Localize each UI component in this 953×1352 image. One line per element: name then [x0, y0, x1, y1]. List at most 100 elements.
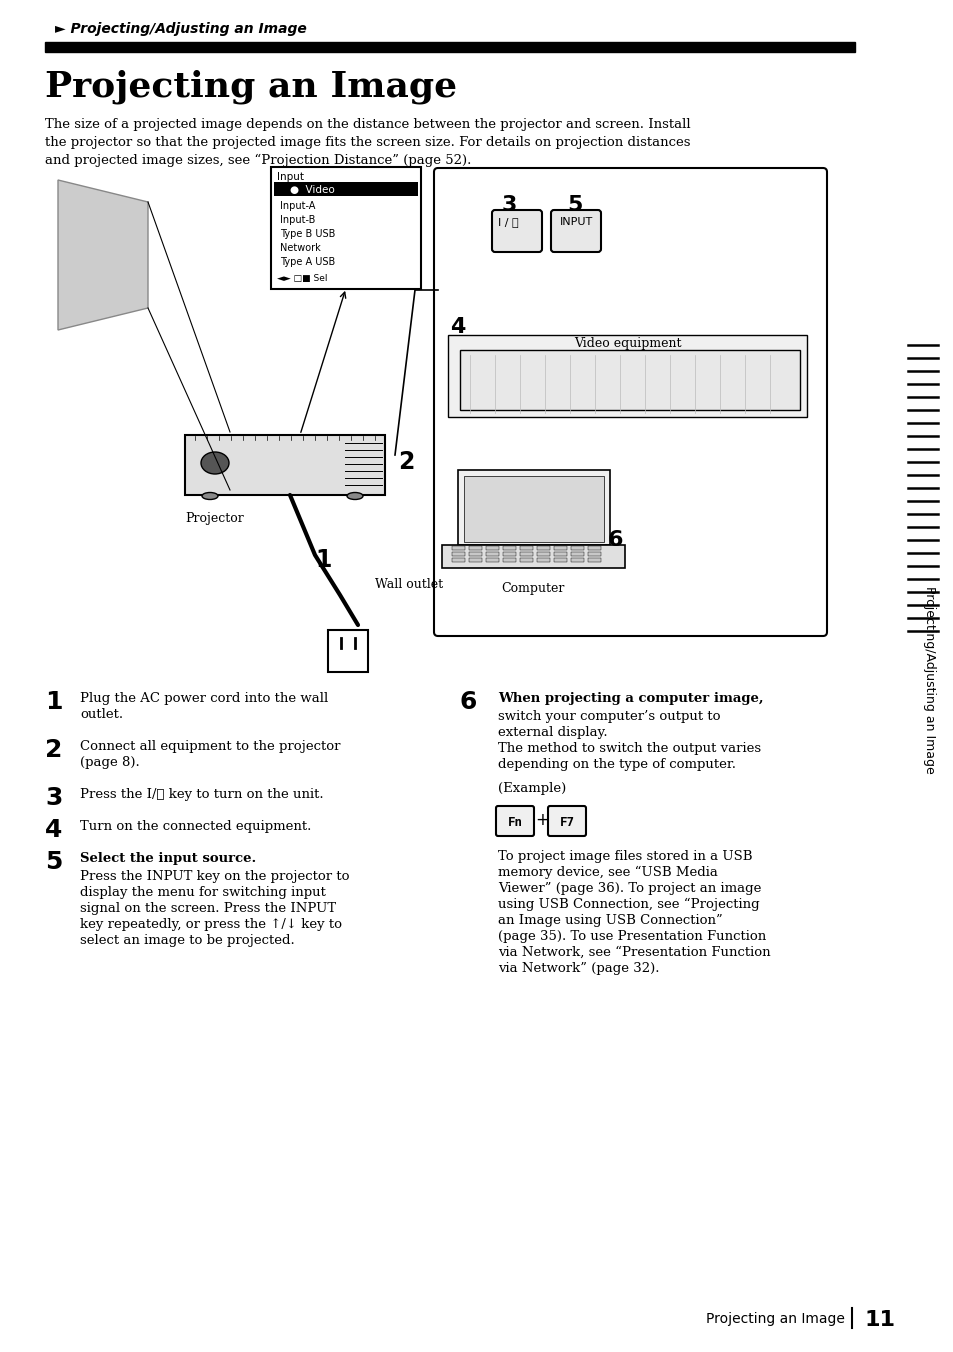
Text: using USB Connection, see “Projecting: using USB Connection, see “Projecting — [497, 898, 759, 911]
Bar — [502, 558, 516, 562]
Text: Computer: Computer — [500, 581, 564, 595]
Text: F7: F7 — [558, 817, 574, 829]
Text: 6: 6 — [607, 530, 623, 550]
Bar — [485, 558, 498, 562]
Text: Type B USB: Type B USB — [280, 228, 335, 239]
Bar — [554, 558, 566, 562]
Text: ◄► □■ Sel: ◄► □■ Sel — [276, 274, 327, 283]
Bar — [502, 552, 516, 556]
Text: via Network” (page 32).: via Network” (page 32). — [497, 963, 659, 975]
Text: Select the input source.: Select the input source. — [80, 852, 256, 865]
Bar — [519, 552, 533, 556]
FancyBboxPatch shape — [492, 210, 541, 251]
Text: Input-A: Input-A — [280, 201, 315, 211]
Text: 5: 5 — [45, 850, 62, 873]
Circle shape — [471, 370, 489, 389]
Bar — [554, 546, 566, 550]
Text: Projector: Projector — [185, 512, 244, 525]
Bar — [463, 476, 603, 542]
Bar — [587, 558, 600, 562]
Text: The size of a projected image depends on the distance between the projector and : The size of a projected image depends on… — [45, 118, 690, 168]
FancyBboxPatch shape — [547, 806, 585, 836]
Text: ► Projecting/Adjusting an Image: ► Projecting/Adjusting an Image — [55, 22, 307, 37]
Text: Projecting an Image: Projecting an Image — [705, 1311, 844, 1326]
Text: outlet.: outlet. — [80, 708, 123, 721]
Bar — [452, 546, 464, 550]
Text: INPUT: INPUT — [559, 218, 593, 227]
Polygon shape — [185, 435, 385, 495]
Bar — [485, 552, 498, 556]
Text: +: + — [535, 811, 548, 829]
Text: Projecting an Image: Projecting an Image — [45, 70, 456, 104]
Bar — [587, 552, 600, 556]
Text: 4: 4 — [45, 818, 62, 842]
Bar — [537, 552, 550, 556]
Text: (page 35). To use Presentation Function: (page 35). To use Presentation Function — [497, 930, 765, 942]
Text: memory device, see “USB Media: memory device, see “USB Media — [497, 867, 717, 879]
FancyBboxPatch shape — [496, 806, 534, 836]
Text: Press the I/⏻ key to turn on the unit.: Press the I/⏻ key to turn on the unit. — [80, 788, 323, 800]
Text: 6: 6 — [459, 690, 476, 714]
Text: Turn on the connected equipment.: Turn on the connected equipment. — [80, 821, 311, 833]
Bar — [459, 350, 800, 410]
FancyBboxPatch shape — [328, 630, 368, 672]
Polygon shape — [457, 470, 609, 545]
Text: select an image to be projected.: select an image to be projected. — [80, 934, 294, 946]
Text: Type A USB: Type A USB — [280, 257, 335, 266]
Bar — [469, 558, 481, 562]
Bar — [537, 558, 550, 562]
Bar — [502, 546, 516, 550]
Text: (page 8).: (page 8). — [80, 756, 139, 769]
Text: 2: 2 — [45, 738, 62, 763]
Bar — [554, 552, 566, 556]
Ellipse shape — [201, 452, 229, 475]
Text: external display.: external display. — [497, 726, 607, 740]
Text: Input: Input — [276, 172, 304, 183]
Text: Fn: Fn — [507, 817, 522, 829]
Bar — [485, 546, 498, 550]
Ellipse shape — [202, 492, 218, 499]
Text: Input-B: Input-B — [280, 215, 315, 224]
Text: ●  Video: ● Video — [290, 185, 335, 195]
Text: (Example): (Example) — [497, 781, 566, 795]
Text: 1: 1 — [314, 548, 331, 572]
Bar — [571, 546, 583, 550]
Text: Plug the AC power cord into the wall: Plug the AC power cord into the wall — [80, 692, 328, 704]
Polygon shape — [58, 180, 148, 330]
FancyBboxPatch shape — [551, 210, 600, 251]
Bar — [571, 552, 583, 556]
Circle shape — [531, 370, 548, 389]
Bar — [469, 552, 481, 556]
Text: Projecting/Adjusting an Image: Projecting/Adjusting an Image — [923, 587, 936, 773]
Text: When projecting a computer image,: When projecting a computer image, — [497, 692, 762, 704]
Text: To project image files stored in a USB: To project image files stored in a USB — [497, 850, 752, 863]
Text: Press the INPUT key on the projector to: Press the INPUT key on the projector to — [80, 869, 349, 883]
Text: 3: 3 — [501, 195, 517, 215]
Bar — [469, 546, 481, 550]
Text: depending on the type of computer.: depending on the type of computer. — [497, 758, 735, 771]
Text: 3: 3 — [45, 786, 62, 810]
Bar — [452, 552, 464, 556]
Bar — [519, 558, 533, 562]
Bar — [274, 183, 417, 196]
Text: 11: 11 — [864, 1310, 895, 1330]
Bar — [452, 558, 464, 562]
FancyBboxPatch shape — [448, 335, 806, 416]
Text: I / ⏻: I / ⏻ — [497, 218, 518, 227]
Bar — [571, 558, 583, 562]
Text: an Image using USB Connection”: an Image using USB Connection” — [497, 914, 722, 927]
Text: key repeatedly, or press the ↑/↓ key to: key repeatedly, or press the ↑/↓ key to — [80, 918, 341, 932]
Polygon shape — [441, 545, 624, 568]
FancyBboxPatch shape — [434, 168, 826, 635]
Text: display the menu for switching input: display the menu for switching input — [80, 886, 326, 899]
FancyBboxPatch shape — [271, 168, 420, 289]
Bar — [537, 546, 550, 550]
Text: Connect all equipment to the projector: Connect all equipment to the projector — [80, 740, 340, 753]
Bar — [45, 42, 854, 51]
Text: 2: 2 — [397, 450, 414, 475]
Bar — [587, 546, 600, 550]
Text: via Network, see “Presentation Function: via Network, see “Presentation Function — [497, 946, 770, 959]
Text: signal on the screen. Press the INPUT: signal on the screen. Press the INPUT — [80, 902, 335, 915]
Text: Viewer” (page 36). To project an image: Viewer” (page 36). To project an image — [497, 882, 760, 895]
Text: 5: 5 — [566, 195, 581, 215]
